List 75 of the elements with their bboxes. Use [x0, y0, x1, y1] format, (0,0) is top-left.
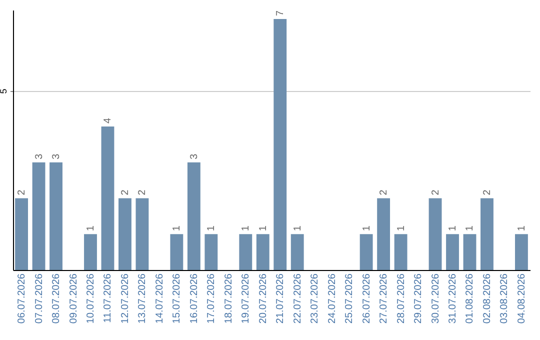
x-tick-label: 03.08.2026: [499, 273, 510, 324]
x-tick-label: 18.07.2026: [223, 273, 234, 324]
x-tick-label: 23.07.2026: [310, 273, 321, 324]
bar: [480, 198, 494, 270]
data-label: 1: [240, 225, 252, 232]
data-label: 2: [378, 189, 390, 196]
data-label: 1: [206, 225, 218, 232]
x-tick-label: 12.07.2026: [120, 273, 131, 324]
data-label: 1: [85, 225, 96, 232]
x-tick-label: 16.07.2026: [188, 273, 200, 324]
data-label: 1: [361, 225, 372, 232]
x-tick-label: 28.07.2026: [396, 273, 407, 324]
x-tick-label: 15.07.2026: [172, 273, 183, 324]
bar: [101, 126, 114, 270]
x-tick-label: 13.07.2026: [137, 273, 148, 324]
bar: [15, 198, 28, 270]
data-label: 3: [51, 153, 62, 160]
x-tick-label: 19.07.2026: [240, 273, 252, 324]
bar: [446, 234, 459, 270]
bar: [84, 234, 97, 270]
data-label: 2: [16, 189, 28, 196]
bar: [515, 234, 528, 270]
x-tick-label: 20.07.2026: [258, 273, 269, 324]
x-tick-label: 11.07.2026: [102, 273, 114, 323]
bar: [290, 234, 304, 270]
data-label: 1: [292, 225, 304, 232]
data-label: 2: [120, 189, 131, 196]
x-tick-label: 08.07.2026: [51, 273, 62, 324]
x-tick-label: 01.08.2026: [464, 273, 476, 324]
bar: [256, 234, 270, 270]
x-tick-label: 02.08.2026: [482, 273, 493, 324]
x-tick-label: 07.07.2026: [34, 273, 45, 324]
bar: [204, 234, 218, 270]
x-tick-label: 06.07.2026: [16, 273, 28, 324]
x-tick-label: 26.07.2026: [361, 273, 372, 324]
bar: [187, 162, 200, 270]
data-label: 2: [430, 189, 442, 196]
data-label: 4: [102, 118, 114, 124]
x-tick-label: 22.07.2026: [292, 273, 304, 324]
data-label: 3: [188, 153, 200, 160]
bar: [377, 198, 390, 270]
bar: [136, 198, 149, 270]
data-label: 1: [516, 225, 528, 232]
x-tick-label: 30.07.2026: [430, 273, 442, 324]
bar: [360, 234, 373, 270]
bar: [394, 234, 408, 270]
x-tick-label: 09.07.2026: [68, 273, 80, 324]
data-label: 1: [258, 225, 269, 232]
data-label: 2: [482, 189, 493, 196]
data-label: 1: [172, 225, 183, 232]
bar: [170, 234, 184, 270]
bar: [428, 198, 442, 270]
x-tick-label: 29.07.2026: [413, 273, 424, 324]
x-tick-label: 14.07.2026: [154, 273, 166, 324]
bar: [118, 198, 132, 270]
x-tick-label: 21.07.2026: [275, 273, 286, 324]
y-tick-label: 5: [0, 88, 8, 94]
data-label: 7: [275, 10, 286, 16]
bar: [239, 234, 252, 270]
x-tick-label: 25.07.2026: [344, 273, 356, 324]
x-tick-label: 31.07.2026: [448, 273, 459, 324]
data-label: 1: [396, 225, 407, 232]
bar: [50, 162, 62, 270]
data-label: 2: [137, 189, 148, 196]
x-tick-label: 04.08.2026: [516, 273, 528, 324]
data-label: 1: [464, 225, 476, 232]
x-tick-label: 24.07.2026: [326, 273, 338, 324]
data-label: 3: [34, 153, 45, 160]
bar: [32, 162, 46, 270]
x-tick-label: 17.07.2026: [206, 273, 218, 324]
bar: [463, 234, 476, 270]
bar: [274, 18, 287, 270]
data-label: 1: [448, 225, 459, 232]
x-tick-label: 10.07.2026: [85, 273, 96, 324]
x-tick-label: 27.07.2026: [378, 273, 390, 324]
